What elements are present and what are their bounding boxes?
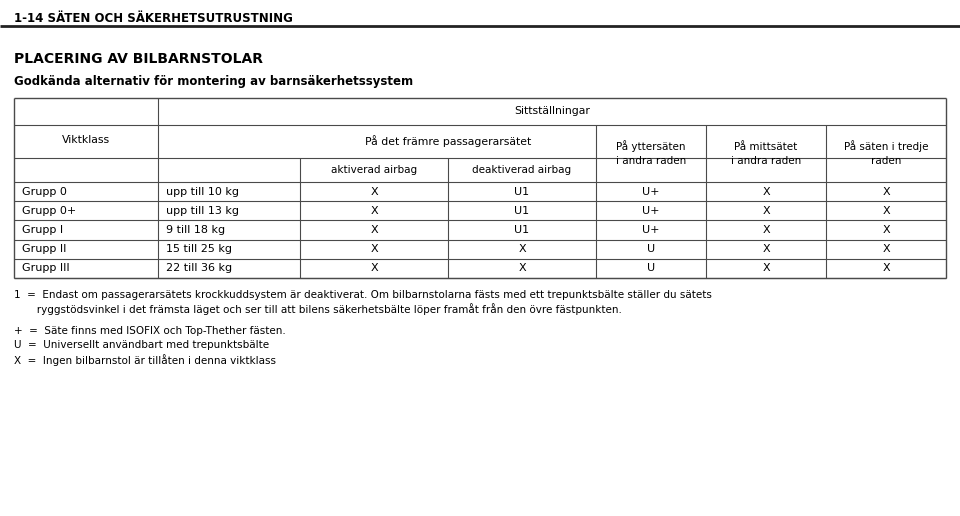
Text: U+: U+ [642, 206, 660, 216]
Text: X: X [371, 263, 378, 273]
Text: På det främre passagerarsätet: På det främre passagerarsätet [365, 136, 531, 148]
Text: Grupp I: Grupp I [22, 225, 63, 235]
Text: U+: U+ [642, 225, 660, 235]
Text: upp till 13 kg: upp till 13 kg [166, 206, 239, 216]
Text: aktiverad airbag: aktiverad airbag [331, 165, 417, 175]
Text: X: X [882, 263, 890, 273]
Text: X: X [882, 244, 890, 254]
Text: U: U [647, 244, 655, 254]
Text: 1-14 SÄTEN OCH SÄKERHETSUTRUSTNING: 1-14 SÄTEN OCH SÄKERHETSUTRUSTNING [14, 12, 293, 25]
Text: ryggstödsvinkel i det främsta läget och ser till att bilens säkerhetsbälte löper: ryggstödsvinkel i det främsta läget och … [14, 303, 622, 315]
Text: deaktiverad airbag: deaktiverad airbag [472, 165, 571, 175]
Text: Viktklass: Viktklass [62, 135, 110, 145]
Text: U1: U1 [515, 187, 530, 197]
Text: Grupp III: Grupp III [22, 263, 70, 273]
Text: Grupp II: Grupp II [22, 244, 66, 254]
Text: X: X [762, 225, 770, 235]
Text: 9 till 18 kg: 9 till 18 kg [166, 225, 226, 235]
Text: upp till 10 kg: upp till 10 kg [166, 187, 239, 197]
Text: X: X [371, 206, 378, 216]
Text: X: X [371, 225, 378, 235]
Text: X: X [882, 225, 890, 235]
Text: X: X [882, 187, 890, 197]
Text: PLACERING AV BILBARNSTOLAR: PLACERING AV BILBARNSTOLAR [14, 52, 263, 66]
Text: Sittställningar: Sittställningar [514, 106, 590, 117]
Text: X: X [518, 244, 526, 254]
Text: X: X [762, 206, 770, 216]
Text: X: X [762, 187, 770, 197]
Text: 15 till 25 kg: 15 till 25 kg [166, 244, 232, 254]
Text: U1: U1 [515, 206, 530, 216]
Text: På säten i tredje
raden: På säten i tredje raden [844, 140, 928, 167]
Text: U1: U1 [515, 225, 530, 235]
Text: X: X [518, 263, 526, 273]
Text: X: X [882, 206, 890, 216]
Text: U: U [647, 263, 655, 273]
Text: X: X [762, 244, 770, 254]
Text: X: X [371, 187, 378, 197]
Text: X: X [371, 244, 378, 254]
Text: 1  =  Endast om passagerarsätets krockkuddsystem är deaktiverat. Om bilbarnstola: 1 = Endast om passagerarsätets krockkudd… [14, 290, 712, 300]
Text: På yttersäten
i andra raden: På yttersäten i andra raden [616, 140, 686, 167]
Text: +  =  Säte finns med ISOFIX och Top-Thether fästen.: + = Säte finns med ISOFIX och Top-Thethe… [14, 326, 286, 336]
Text: Grupp 0: Grupp 0 [22, 187, 67, 197]
Text: U+: U+ [642, 187, 660, 197]
Text: U  =  Universellt användbart med trepunktsbälte: U = Universellt användbart med trepunkts… [14, 340, 269, 350]
Text: 22 till 36 kg: 22 till 36 kg [166, 263, 232, 273]
Text: X  =  Ingen bilbarnstol är tillåten i denna viktklass: X = Ingen bilbarnstol är tillåten i denn… [14, 354, 276, 366]
Text: Godkända alternativ för montering av barnsäkerhetssystem: Godkända alternativ för montering av bar… [14, 75, 413, 88]
Text: På mittsätet
i andra raden: På mittsätet i andra raden [731, 141, 802, 166]
Text: Grupp 0+: Grupp 0+ [22, 206, 76, 216]
Text: X: X [762, 263, 770, 273]
